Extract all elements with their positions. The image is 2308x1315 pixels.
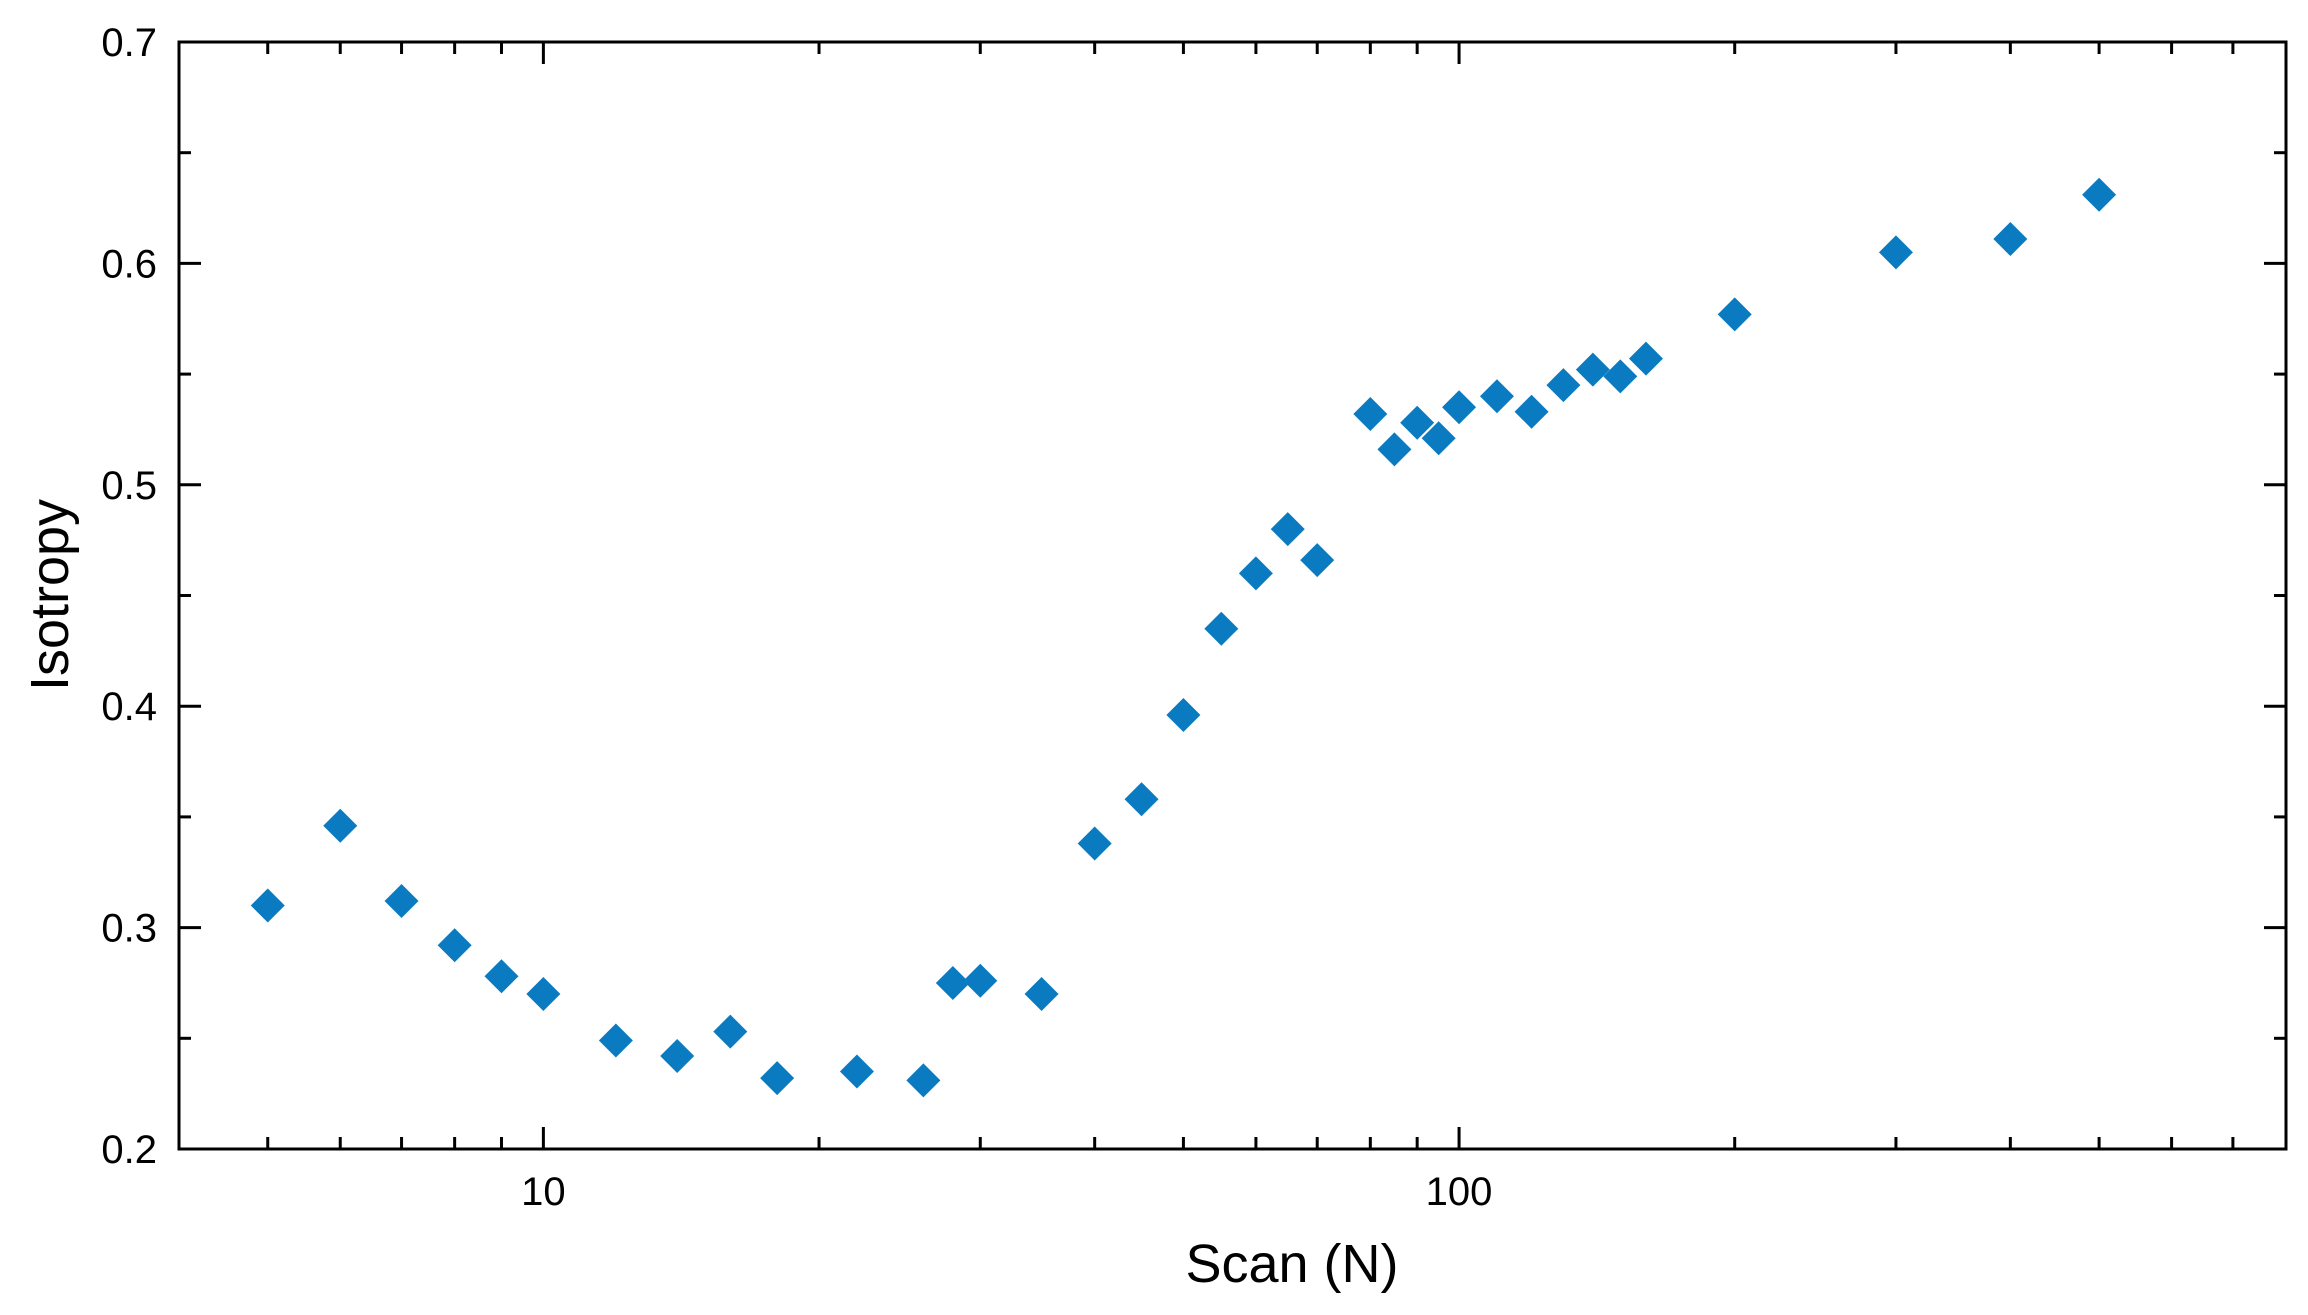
data-point [1077,826,1112,861]
data-point [713,1014,748,1049]
axis-ticks [177,40,2288,1151]
data-point [935,965,970,1000]
y-tick-label: 0.5 [101,464,157,508]
data-point [906,1063,941,1098]
data-point [760,1061,795,1096]
data-point [1878,235,1913,270]
x-tick-label: 10 [521,1170,566,1214]
data-point [1377,432,1412,467]
data-point [1300,543,1335,578]
data-point [660,1039,695,1074]
data-point [1421,421,1456,456]
x-tick-label: 100 [1426,1170,1493,1214]
data-point [1575,352,1610,387]
data-point [1717,297,1752,332]
data-point [1238,556,1273,591]
data-point [963,963,998,998]
data-point [1166,698,1201,733]
data-point [323,808,358,843]
data-point [384,884,419,919]
x-axis-title: Scan (N) [1185,1234,1398,1294]
data-point [437,928,472,963]
data-point [484,959,519,994]
data-point [2082,177,2117,212]
data-point [598,1023,633,1058]
data-point [1628,341,1663,376]
data-point [526,977,561,1012]
data-point [1024,977,1059,1012]
data-point [1993,222,2028,257]
data-point [250,888,285,923]
data-point [1546,368,1581,403]
y-tick-label: 0.4 [101,685,157,729]
data-point [1479,379,1514,414]
data-point [1353,396,1388,431]
data-point [1204,611,1239,646]
data-point [1603,359,1638,394]
data-point [839,1054,874,1089]
data-point [1442,390,1477,425]
data-points [250,177,2117,1098]
y-tick-label: 0.2 [101,1128,157,1172]
y-tick-label: 0.3 [101,907,157,951]
data-point [1400,405,1435,440]
data-point [1124,782,1159,817]
axis-tick-labels: 0.2 0.3 0.4 0.5 0.6 0.7 10 100 [101,21,1492,1214]
data-point [1514,394,1549,429]
y-axis-title: Isotropy [20,499,80,691]
data-point [1270,512,1305,547]
y-tick-label: 0.6 [101,242,157,286]
y-tick-label: 0.7 [101,21,157,65]
